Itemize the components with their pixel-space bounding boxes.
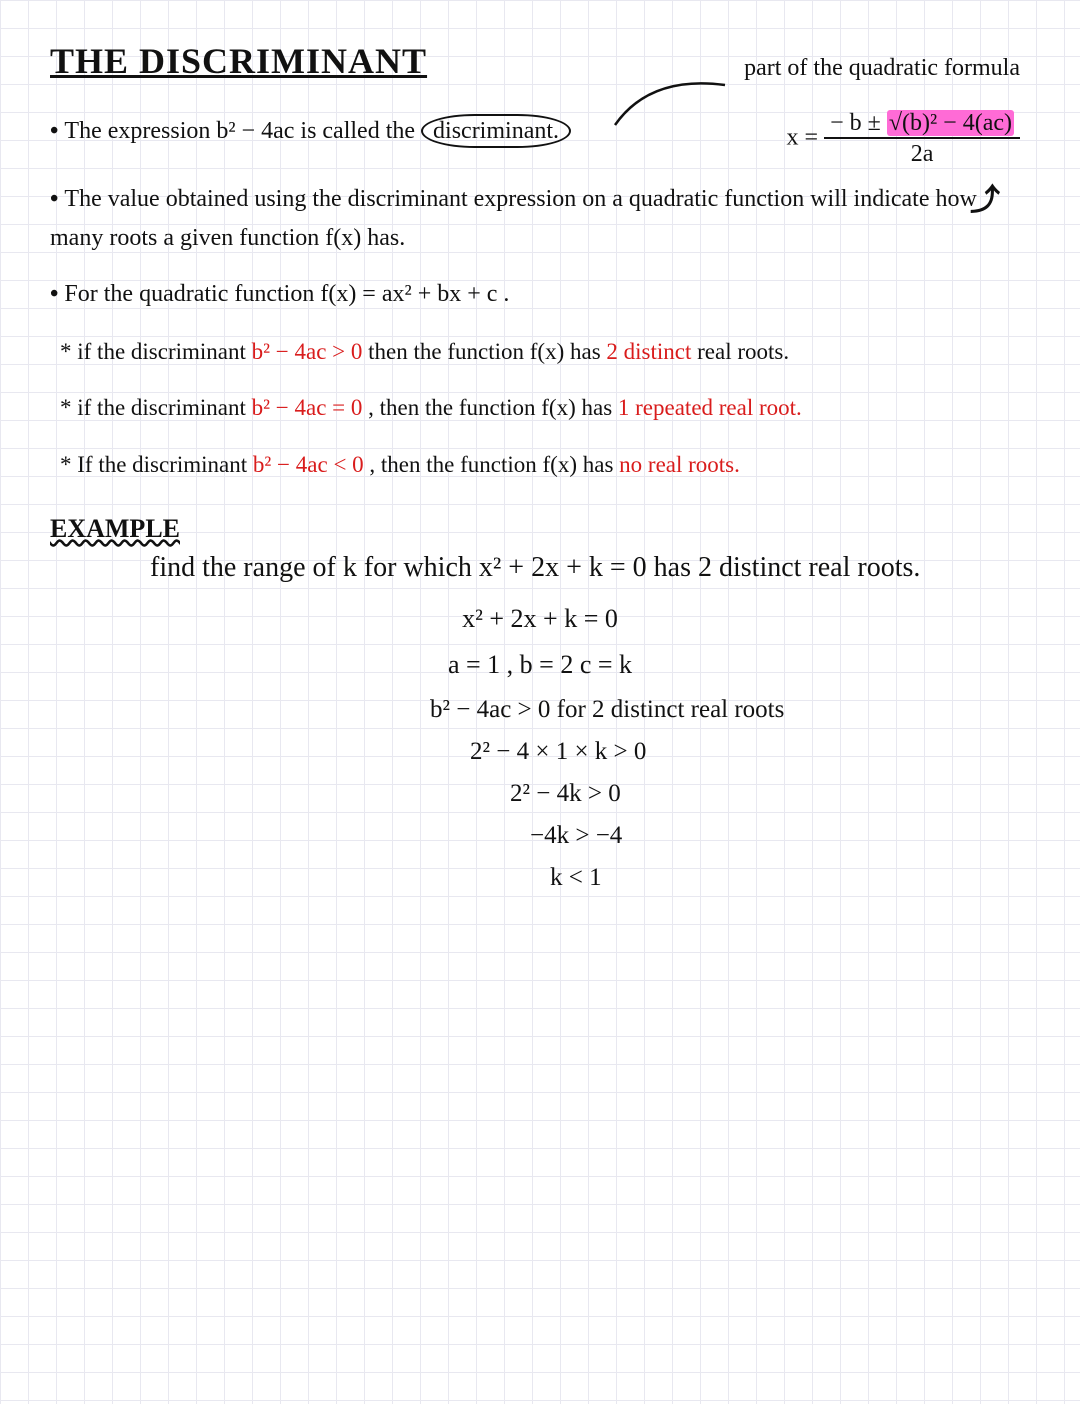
formula-annotation: part of the quadratic formula xyxy=(744,55,1020,82)
work-line-5: 2² − 4k > 0 xyxy=(50,780,1030,808)
work-line-7: k < 1 xyxy=(50,864,1030,892)
case2-a: if the discriminant xyxy=(77,395,251,420)
definition-line-3: For the quadratic function f(x) = ax² + … xyxy=(50,275,1030,313)
formula-num-a: − b ± xyxy=(830,110,881,136)
case1-a: if the discriminant xyxy=(77,339,251,364)
case3-a: If the discriminant xyxy=(77,452,253,477)
example-question: find the range of k for which x² + 2x + … xyxy=(150,552,1030,584)
work-line-4: 2² − 4 × 1 × k > 0 xyxy=(50,738,1030,766)
work-line-3: b² − 4ac > 0 for 2 distinct real roots xyxy=(50,696,1030,724)
example-heading: EXAMPLE xyxy=(50,514,1030,544)
work-line-2: a = 1 , b = 2 c = k xyxy=(50,650,1030,680)
case1-b: b² − 4ac > 0 xyxy=(252,339,363,364)
case2-c: , then the function f(x) has xyxy=(368,395,618,420)
work-line-6: −4k > −4 xyxy=(50,822,1030,850)
line1-text: The expression b² − 4ac is called the xyxy=(64,118,421,144)
arrow-icon: ⤴ xyxy=(970,175,1000,219)
circled-discriminant: discriminant. xyxy=(421,114,571,148)
case3-b: b² − 4ac < 0 xyxy=(253,452,364,477)
formula-den: 2a xyxy=(824,139,1020,168)
case1-d: 2 distinct xyxy=(606,339,691,364)
case-2: if the discriminant b² − 4ac = 0 , then … xyxy=(60,390,1030,427)
case1-c: then the function f(x) has xyxy=(368,339,606,364)
case-1: if the discriminant b² − 4ac > 0 then th… xyxy=(60,334,1030,371)
formula-discriminant-highlight: √(b)² − 4(ac) xyxy=(887,110,1014,136)
work-line-1: x² + 2x + k = 0 xyxy=(50,604,1030,634)
quadratic-formula: x = − b ± √(b)² − 4(ac) 2a xyxy=(787,110,1020,168)
case2-b: b² − 4ac = 0 xyxy=(252,395,363,420)
formula-lhs: x = xyxy=(787,125,819,151)
case3-d: no real roots. xyxy=(619,452,740,477)
case1-e: real roots. xyxy=(697,339,789,364)
case2-d: 1 repeated real root. xyxy=(618,395,802,420)
case-3: If the discriminant b² − 4ac < 0 , then … xyxy=(60,447,1030,484)
definition-line-2: The value obtained using the discriminan… xyxy=(50,180,1030,257)
case3-c: , then the function f(x) has xyxy=(369,452,619,477)
annotation-curve xyxy=(610,70,730,130)
